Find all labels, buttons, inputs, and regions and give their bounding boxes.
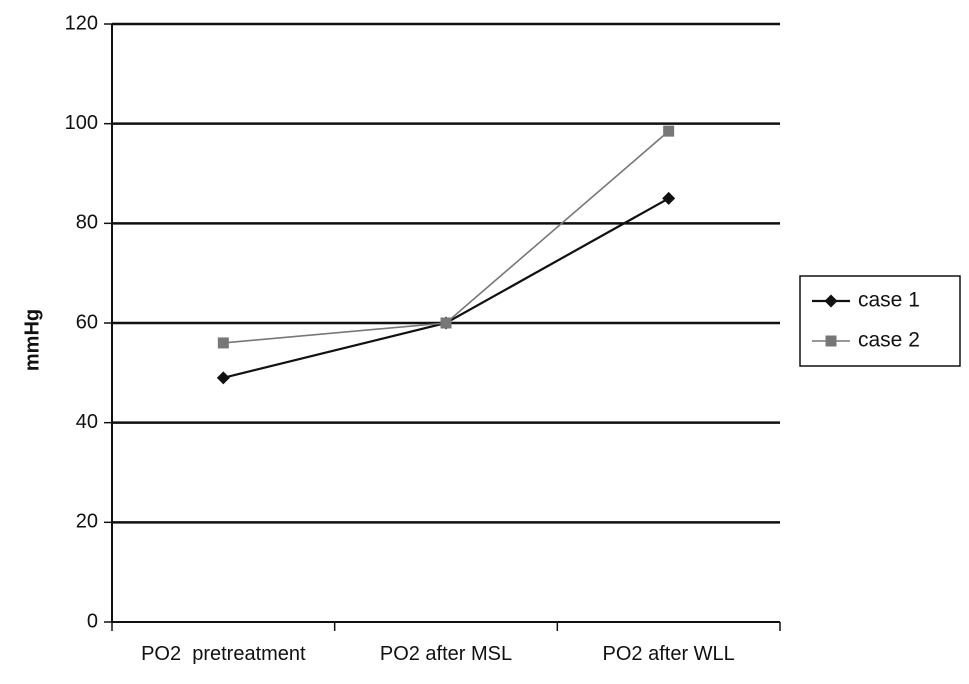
legend-marker (824, 294, 838, 308)
data-point (216, 371, 230, 385)
series-1 (216, 191, 676, 385)
y-tick-label: 80 (76, 212, 98, 234)
legend-label: case 2 (858, 329, 920, 352)
x-tick-label: PO2 pretreatment (141, 643, 306, 665)
data-point (440, 317, 452, 329)
data-point (662, 191, 676, 205)
legend-item-1: case 1 (812, 289, 920, 312)
x-tick-labels: PO2 pretreatment PO2 after MSL PO2 after W… (141, 643, 735, 665)
y-tick-label: 60 (76, 311, 98, 333)
data-point (217, 337, 229, 349)
data-point (663, 125, 675, 137)
gridlines (112, 22, 780, 524)
legend-box (799, 275, 961, 367)
series-line (223, 197, 670, 379)
x-tick-label: PO2 after WLL (603, 643, 735, 665)
y-tick-label: 120 (65, 12, 98, 34)
legend-marker (825, 335, 837, 347)
legend-label: case 1 (858, 289, 920, 312)
y-tick-labels: 0 20 40 60 80 100 120 (65, 12, 98, 632)
x-tick-label: PO2 after MSL (380, 643, 512, 665)
series-2 (217, 125, 675, 349)
y-tick-label: 0 (87, 610, 98, 632)
axes (104, 23, 781, 631)
y-axis-title: mmHg (21, 309, 43, 371)
y-tick-label: 20 (76, 511, 98, 533)
y-tick-label: 100 (65, 112, 98, 134)
legend-item-2: case 2 (812, 329, 920, 352)
series (216, 125, 676, 385)
legend: case 1 case 2 (799, 275, 961, 367)
y-tick-label: 40 (76, 411, 98, 433)
